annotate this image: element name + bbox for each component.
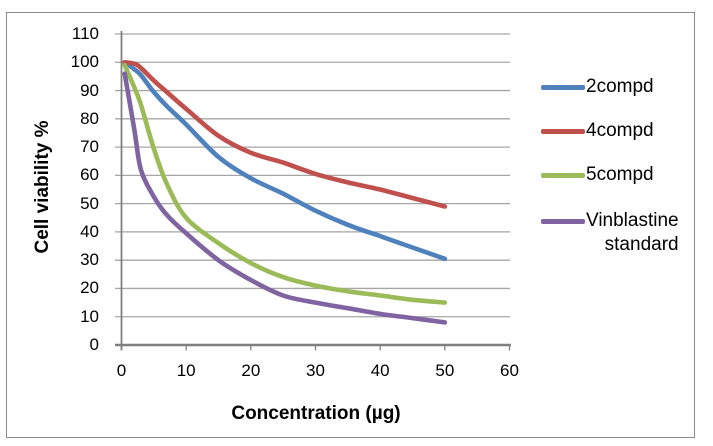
x-tick-label: 0	[116, 361, 127, 380]
legend-label-line: 2compd	[586, 76, 654, 97]
y-tick-label: 0	[89, 335, 99, 354]
y-tick-label: 50	[80, 193, 99, 213]
legend-line-swatch	[541, 129, 585, 134]
y-tick-label: 80	[80, 108, 99, 128]
x-tick-label: 30	[306, 361, 325, 380]
y-tick-label: 70	[80, 137, 99, 157]
y-tick-label: 30	[80, 250, 99, 270]
y-tick-label: 110	[71, 23, 99, 43]
x-tick-label: 10	[176, 361, 196, 380]
legend-label: 4compd	[586, 119, 654, 143]
x-tick-label: 50	[435, 361, 455, 380]
y-tick-label: 10	[80, 306, 99, 326]
legend-item-2compd: 2compd	[541, 75, 654, 99]
x-tick-label: 60	[500, 361, 519, 380]
y-tick-label: 60	[80, 165, 99, 185]
x-tick-label: 20	[241, 361, 261, 380]
legend-line-swatch	[541, 173, 585, 178]
y-tick-label: 90	[80, 80, 99, 100]
y-tick-label: 20	[80, 278, 99, 298]
legend-line-swatch	[541, 219, 585, 224]
series-line-vinblastine-standard	[122, 71, 448, 325]
legend-label-line: standard	[604, 234, 679, 255]
chart-border	[6, 12, 695, 438]
legend-item-5compd: 5compd	[541, 163, 654, 187]
legend-label-line: 4compd	[586, 120, 654, 141]
series-line-2compd	[122, 60, 448, 262]
y-axis-title: Cell viability %	[32, 120, 53, 254]
legend-label: 5compd	[586, 163, 654, 187]
x-tick-label: 40	[370, 361, 390, 380]
legend-label: 2compd	[586, 75, 654, 99]
legend-item-vinblastine-standard: Vinblastine standard	[541, 209, 679, 257]
legend-line-swatch	[541, 85, 585, 90]
y-tick-label: 100	[70, 52, 99, 72]
x-axis-title: Concentration (µg)	[231, 403, 401, 424]
legend-label: Vinblastine standard	[586, 209, 679, 257]
series-line-5compd	[122, 62, 448, 305]
legend-label-line: 5compd	[586, 164, 654, 185]
y-tick-label: 40	[80, 221, 99, 241]
legend-label-line: Vinblastine	[586, 210, 679, 231]
series-line-4compd	[122, 60, 448, 209]
legend-item-4compd: 4compd	[541, 119, 654, 143]
